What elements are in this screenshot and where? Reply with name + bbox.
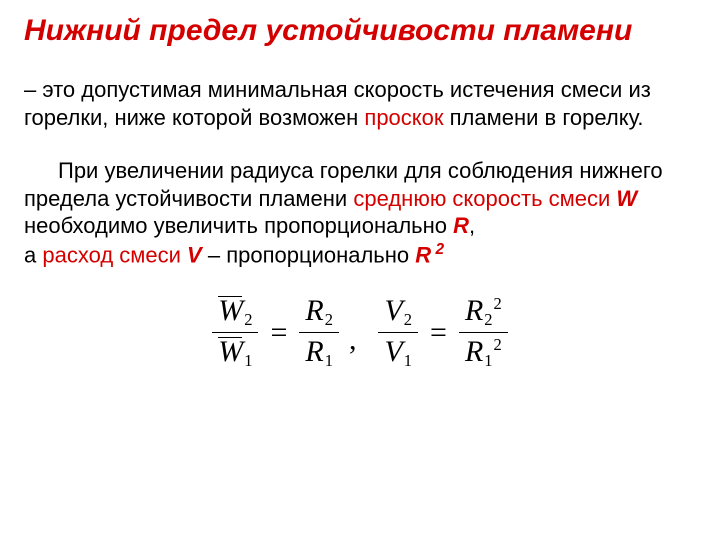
sub-r1b: 1 — [484, 351, 492, 370]
p2-red-f: расход смеси — [42, 242, 187, 267]
p2-red-b: среднюю скорость смеси — [353, 186, 616, 211]
frac-r-num: R2 — [299, 294, 339, 330]
bar-4 — [459, 332, 508, 333]
p1-text-c: пламени в горелку. — [444, 105, 644, 130]
p2-symbol-w: W — [616, 186, 637, 211]
sym-v1: V — [384, 335, 402, 368]
frac-v-num: V2 — [378, 294, 418, 330]
bar-3 — [378, 332, 418, 333]
formula: W2 W1 = R2 R1 , V2 — [208, 294, 512, 371]
frac-v-den: V1 — [378, 335, 418, 371]
sym-v2: V — [384, 294, 402, 327]
p2-text-e: а — [24, 242, 42, 267]
sub-v1: 1 — [404, 351, 412, 370]
p2-text-d: , — [469, 213, 475, 238]
p2-text-g: – пропорционально — [202, 242, 416, 267]
frac-rsq-num: R22 — [459, 294, 508, 330]
sym-r2b: R — [465, 294, 483, 327]
sub-r2b: 2 — [484, 310, 492, 329]
p2-text-c: необходимо увеличить пропорционально — [24, 213, 453, 238]
sub-v2: 2 — [404, 310, 412, 329]
sym-w2: W — [218, 294, 243, 327]
sub-w1: 1 — [244, 351, 252, 370]
p1-highlight: проскок — [364, 105, 443, 130]
frac-w: W2 W1 — [212, 294, 258, 371]
sym-r1a: R — [305, 335, 323, 368]
frac-r-den: R1 — [299, 335, 339, 371]
sub-r1a: 1 — [325, 351, 333, 370]
sym-w1: W — [218, 335, 243, 368]
p2-symbol-r2: R — [415, 242, 431, 267]
frac-r: R2 R1 — [299, 294, 339, 371]
frac-w-num: W2 — [212, 294, 258, 330]
sup-r1b: 2 — [494, 335, 502, 354]
p2-symbol-r: R — [453, 213, 469, 238]
sym-r1b: R — [465, 335, 483, 368]
p2-exponent: 2 — [431, 241, 444, 258]
formula-block: W2 W1 = R2 R1 , V2 — [24, 294, 696, 371]
bar-2 — [299, 332, 339, 333]
equals-2: = — [430, 316, 447, 350]
sym-r2a: R — [305, 294, 323, 327]
sup-r2b: 2 — [494, 294, 502, 313]
bar-1 — [212, 332, 258, 333]
paragraph-2: При увеличении радиуса горелки для соблю… — [24, 157, 696, 268]
frac-w-den: W1 — [212, 335, 258, 371]
frac-r-sq: R22 R12 — [459, 294, 508, 371]
equals-1: = — [270, 316, 287, 350]
comma: , — [349, 323, 357, 371]
p2-symbol-v: V — [187, 242, 202, 267]
frac-v: V2 V1 — [378, 294, 418, 371]
frac-rsq-den: R12 — [459, 335, 508, 371]
sub-w2: 2 — [244, 310, 252, 329]
sub-r2a: 2 — [325, 310, 333, 329]
slide-title: Нижний предел устойчивости пламени — [24, 14, 696, 48]
slide: Нижний предел устойчивости пламени – это… — [0, 0, 720, 371]
paragraph-1: – это допустимая минимальная скорость ис… — [24, 76, 696, 131]
